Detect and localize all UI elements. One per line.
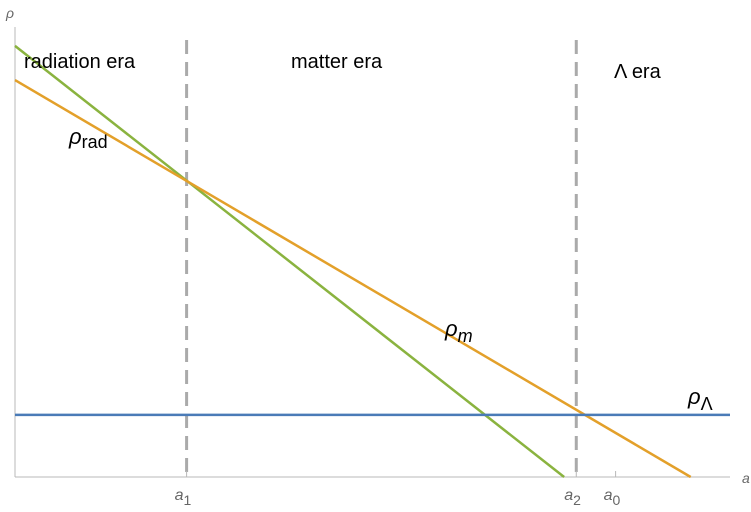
series-lines [14,44,730,479]
x-axis-title: a [742,470,750,486]
era-label-radiation: radiation era [24,51,136,73]
tick-label-a2: a2 [564,487,581,508]
era-label-matter: matter era [291,51,383,73]
tick-label-a0: a0 [604,487,621,508]
series-label-m: ρm [444,316,473,346]
series-line-m [14,79,692,479]
era-dividers [185,40,578,477]
series-line-rad [14,44,565,478]
series-label-lambda: ρΛ [687,384,713,414]
era-label-lambda: Λ era [614,61,662,83]
tick-label-a1: a1 [175,487,192,508]
x-ticks: a1 a2 a0 [175,471,621,508]
series-label-rad: ρrad [68,124,108,152]
y-axis-title: ρ [5,5,14,21]
